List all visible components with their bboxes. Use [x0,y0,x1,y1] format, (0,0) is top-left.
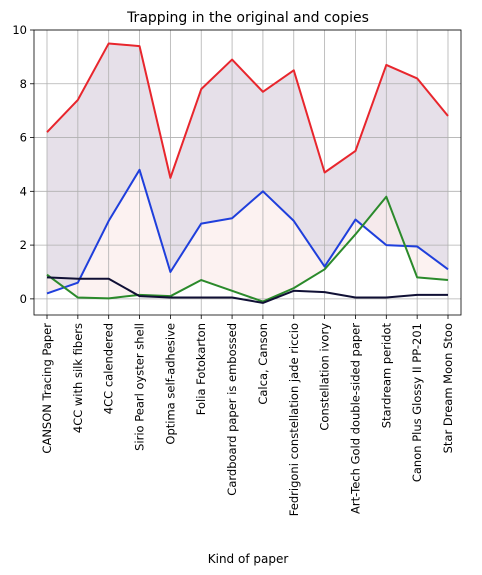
x-tick-label: Star Dream Moon Stoo [441,323,455,453]
x-tick-label: Sirio Pearl oyster shell [133,323,147,451]
y-tick-label: 0 [20,292,27,306]
y-tick-label: 8 [20,77,27,91]
series-line-3 [46,195,449,303]
x-tick-label: Constellation ivory [318,323,332,431]
x-tick-label: Calca, Canson [256,323,270,405]
y-tick-label: 6 [20,131,27,145]
fill-band-2 [47,169,448,302]
series-line-4 [46,276,448,304]
x-tick-label: Cardboard paper is embossed [225,323,239,496]
x-axis: CANSON Tracing Paper 4CC with silk fibers… [40,315,455,516]
series-line-2 [46,168,449,295]
x-tick-label: Fedrigoni constellation jade riccio [287,323,301,516]
x-tick-label: Art-Tech Gold double-sided paper [348,323,362,514]
chart-title: Trapping in the original and copies [126,10,369,26]
x-tick-label: 4CC with silk fibers [71,323,85,433]
series-line-1 [46,42,449,179]
series-layer [46,42,449,304]
plot-frame [33,29,462,316]
y-tick-label: 4 [20,184,27,198]
x-tick-label: CANSON Tracing Paper [40,323,54,454]
x-tick-label: Optima self-adhesive [163,323,177,445]
x-axis-label: Kind of paper [208,552,289,566]
fill-layer [47,43,448,302]
y-tick-label: 10 [12,23,27,37]
y-tick-label: 2 [20,238,27,252]
x-tick-label: Canon Plus Glossy II PP-201 [410,323,424,482]
y-axis: 0 2 4 6 8 10 [12,23,34,306]
x-tick-label: Folia Fotokarton [194,323,208,415]
x-tick-label: Stardream peridot [379,323,393,429]
x-tick-label: 4CC calendered [102,323,116,414]
